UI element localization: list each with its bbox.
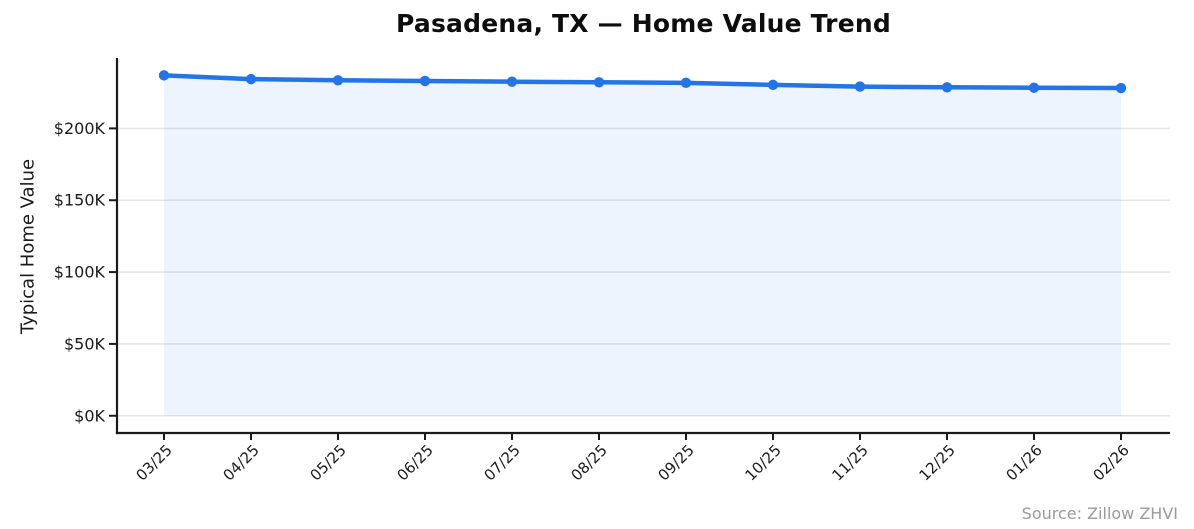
trend-line — [161, 73, 1124, 91]
data-point-marker — [506, 76, 518, 87]
x-tick-label: 09/25 — [655, 441, 698, 484]
x-tick-label: 05/25 — [307, 441, 350, 484]
x-tick-label: 06/25 — [394, 441, 437, 484]
source-note: Source: Zillow ZHVI — [1021, 504, 1178, 523]
data-point-marker — [1115, 82, 1127, 94]
data-point-marker — [593, 77, 605, 88]
y-tick-label: $50K — [64, 334, 106, 353]
data-point-marker — [941, 82, 953, 93]
y-axis-label: Typical Home Value — [17, 158, 39, 335]
y-tick-label: $100K — [54, 263, 106, 282]
y-tick-label: $150K — [54, 191, 106, 210]
x-tick-label: 08/25 — [568, 441, 611, 484]
x-tick-label: 03/25 — [133, 441, 176, 484]
x-tick-label: 02/26 — [1090, 441, 1133, 484]
x-tick-label: 11/25 — [829, 441, 872, 484]
data-point-marker — [854, 81, 866, 92]
x-tick-label: 10/25 — [742, 441, 785, 484]
x-tick-label: 04/25 — [220, 441, 263, 484]
data-point-marker — [680, 77, 692, 89]
data-point-marker — [419, 75, 431, 87]
data-point-marker — [332, 75, 344, 86]
area-fill — [164, 75, 1121, 416]
x-tick-label: 07/25 — [481, 441, 524, 484]
data-point-marker — [1028, 82, 1040, 93]
x-tick-label: 01/26 — [1003, 441, 1046, 484]
data-point-marker — [158, 70, 170, 81]
x-tick-label: 12/25 — [916, 441, 959, 484]
data-point-marker — [767, 79, 779, 91]
chart-title: Pasadena, TX — Home Value Trend — [396, 9, 891, 38]
y-tick-label: $0K — [74, 406, 105, 425]
data-point-marker — [245, 73, 257, 85]
y-tick-label: $200K — [54, 119, 106, 138]
